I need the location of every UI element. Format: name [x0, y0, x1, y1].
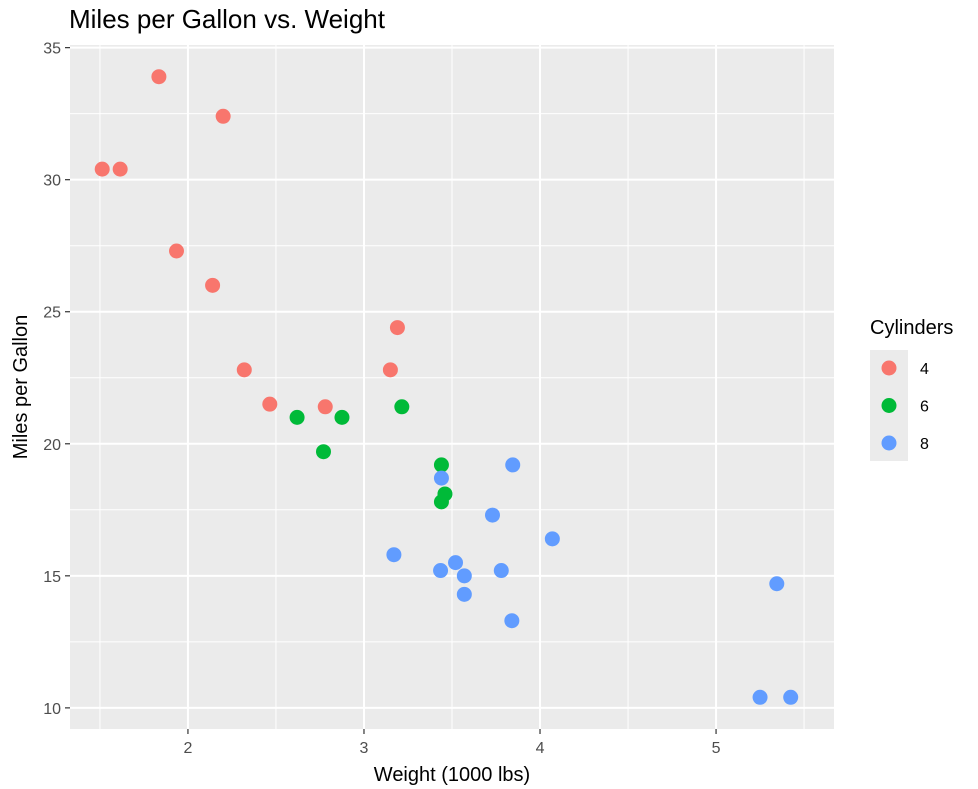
data-point-cyl-6	[315, 444, 331, 460]
data-point-cyl-6	[334, 409, 350, 425]
legend-key-8	[881, 435, 897, 451]
legend-key-6	[881, 398, 897, 413]
x-tick-label: 5	[712, 740, 721, 757]
legend-key-4	[881, 360, 897, 376]
x-tick-label: 2	[183, 740, 192, 757]
legend: Cylinders 4 6 8	[870, 317, 953, 461]
legend-entries: 4 6 8	[881, 360, 929, 453]
y-tick-label: 25	[43, 305, 61, 322]
data-points	[94, 69, 799, 705]
data-point-cyl-4	[262, 396, 278, 412]
legend-label-8: 8	[920, 436, 929, 453]
data-point-cyl-4	[112, 161, 128, 177]
legend-label-4: 4	[920, 361, 929, 378]
x-axis-title: Weight (1000 lbs)	[374, 764, 530, 786]
data-point-cyl-4	[94, 161, 110, 177]
y-tick-label: 35	[43, 41, 61, 58]
data-point-cyl-8	[783, 689, 799, 705]
x-tick-label: 4	[536, 740, 545, 757]
data-point-cyl-4	[169, 243, 185, 259]
data-point-cyl-8	[544, 531, 560, 547]
data-point-cyl-8	[386, 547, 402, 563]
y-tick-label: 10	[43, 701, 61, 718]
data-point-cyl-8	[504, 613, 520, 629]
legend-label-6: 6	[920, 399, 929, 416]
data-point-cyl-8	[456, 568, 472, 584]
data-point-cyl-4	[205, 277, 221, 293]
y-axis-title: Miles per Gallon	[10, 315, 32, 460]
x-tick-label: 3	[360, 740, 369, 757]
data-point-cyl-4	[382, 362, 398, 378]
data-point-cyl-8	[484, 507, 500, 523]
minor-gridlines	[70, 45, 834, 729]
y-tick-label: 20	[43, 437, 61, 454]
data-point-cyl-8	[493, 563, 509, 579]
major-gridlines	[70, 45, 834, 729]
y-tick-label: 15	[43, 569, 61, 586]
y-axis: 10 15 20 25 30 35	[43, 41, 70, 718]
data-point-cyl-6	[437, 486, 453, 502]
data-point-cyl-4	[215, 108, 231, 124]
data-point-cyl-6	[433, 457, 449, 473]
data-point-cyl-8	[456, 586, 472, 602]
x-axis: 2 3 4 5	[183, 729, 721, 757]
legend-title: Cylinders	[870, 317, 953, 339]
data-point-cyl-8	[433, 563, 449, 579]
data-point-cyl-4	[151, 69, 167, 85]
data-point-cyl-8	[433, 470, 449, 486]
data-point-cyl-6	[394, 399, 410, 415]
data-point-cyl-8	[505, 457, 521, 473]
data-point-cyl-8	[752, 689, 768, 705]
data-point-cyl-8	[769, 576, 785, 592]
data-point-cyl-4	[389, 320, 405, 336]
data-point-cyl-4	[236, 362, 252, 378]
chart-title: Miles per Gallon vs. Weight	[69, 4, 386, 34]
data-point-cyl-4	[317, 399, 333, 415]
y-tick-label: 30	[43, 173, 61, 190]
data-point-cyl-8	[448, 555, 464, 571]
data-point-cyl-6	[289, 409, 305, 425]
